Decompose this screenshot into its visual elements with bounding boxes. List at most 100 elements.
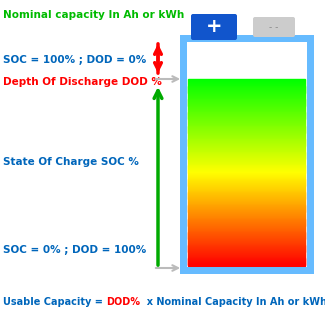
Bar — [188, 190, 305, 192]
Bar — [188, 174, 305, 175]
Bar — [188, 96, 305, 97]
Bar — [188, 239, 305, 240]
FancyBboxPatch shape — [253, 17, 295, 37]
Bar — [188, 153, 305, 155]
Bar — [188, 237, 305, 238]
Bar — [188, 257, 305, 258]
Bar — [188, 250, 305, 252]
Bar — [188, 91, 305, 93]
Bar — [188, 119, 305, 121]
Text: Usable Capacity =: Usable Capacity = — [3, 297, 106, 307]
Bar — [188, 236, 305, 238]
Bar — [188, 249, 305, 251]
Bar — [188, 145, 305, 147]
Bar — [188, 137, 305, 138]
Bar — [188, 232, 305, 233]
Bar — [188, 238, 305, 239]
Bar — [188, 207, 305, 209]
Bar — [188, 196, 305, 197]
Bar — [188, 214, 305, 215]
Bar — [188, 106, 305, 107]
Bar — [188, 163, 305, 164]
Bar — [188, 171, 305, 172]
Bar — [188, 172, 305, 173]
Bar — [188, 120, 305, 121]
Bar — [188, 79, 305, 80]
Bar — [188, 100, 305, 102]
Bar — [188, 191, 305, 193]
Bar — [188, 217, 305, 218]
Bar — [188, 254, 305, 255]
Text: DOD%: DOD% — [106, 297, 140, 307]
Bar — [188, 80, 305, 81]
Bar — [188, 259, 305, 260]
Bar — [188, 264, 305, 266]
Bar — [188, 177, 305, 179]
Bar — [188, 251, 305, 252]
Bar — [188, 130, 305, 132]
Bar — [188, 152, 305, 154]
Bar — [183, 38, 310, 270]
Bar — [188, 103, 305, 105]
Bar — [188, 113, 305, 114]
Bar — [188, 112, 305, 113]
Bar — [188, 213, 305, 214]
Bar — [188, 260, 305, 262]
Bar — [188, 201, 305, 202]
Bar — [188, 204, 305, 205]
Bar — [188, 170, 305, 172]
Bar — [188, 247, 305, 249]
Bar — [188, 139, 305, 140]
Bar — [188, 223, 305, 225]
Bar — [188, 218, 305, 219]
Bar — [188, 261, 305, 263]
Text: SOC = 0% ; DOD = 100%: SOC = 0% ; DOD = 100% — [3, 245, 146, 255]
Bar — [188, 219, 305, 221]
Bar — [188, 93, 305, 94]
Bar — [188, 218, 305, 220]
Bar — [188, 220, 305, 222]
Bar — [188, 255, 305, 256]
Bar — [188, 188, 305, 189]
Bar — [188, 234, 305, 236]
Bar — [188, 202, 305, 203]
Bar — [188, 90, 305, 92]
Bar — [188, 253, 305, 254]
Bar — [188, 189, 305, 190]
Bar — [188, 110, 305, 111]
Bar — [188, 111, 305, 112]
Bar — [188, 99, 305, 100]
Bar — [188, 122, 305, 123]
Bar — [188, 263, 305, 265]
Bar — [188, 126, 305, 127]
Bar — [188, 82, 305, 83]
Bar — [188, 211, 305, 212]
Bar — [188, 194, 305, 196]
Bar — [188, 199, 305, 200]
Bar — [188, 164, 305, 165]
Bar — [188, 152, 305, 153]
Bar — [188, 198, 305, 199]
Bar — [188, 230, 305, 231]
Bar — [188, 242, 305, 243]
Bar — [188, 161, 305, 162]
Bar — [188, 248, 305, 250]
Bar — [188, 204, 305, 206]
Bar — [188, 109, 305, 110]
Bar — [188, 175, 305, 176]
Bar — [188, 240, 305, 241]
Bar — [188, 127, 305, 128]
Bar — [188, 85, 305, 86]
Bar — [188, 162, 305, 163]
Bar — [188, 245, 305, 246]
Bar — [188, 146, 305, 147]
Bar — [188, 205, 305, 207]
Bar — [188, 140, 305, 141]
Bar — [188, 243, 305, 244]
Bar — [188, 180, 305, 182]
Bar — [188, 227, 305, 228]
Bar — [188, 151, 305, 152]
Bar — [188, 262, 305, 264]
Bar — [188, 168, 305, 170]
Bar — [188, 197, 305, 198]
